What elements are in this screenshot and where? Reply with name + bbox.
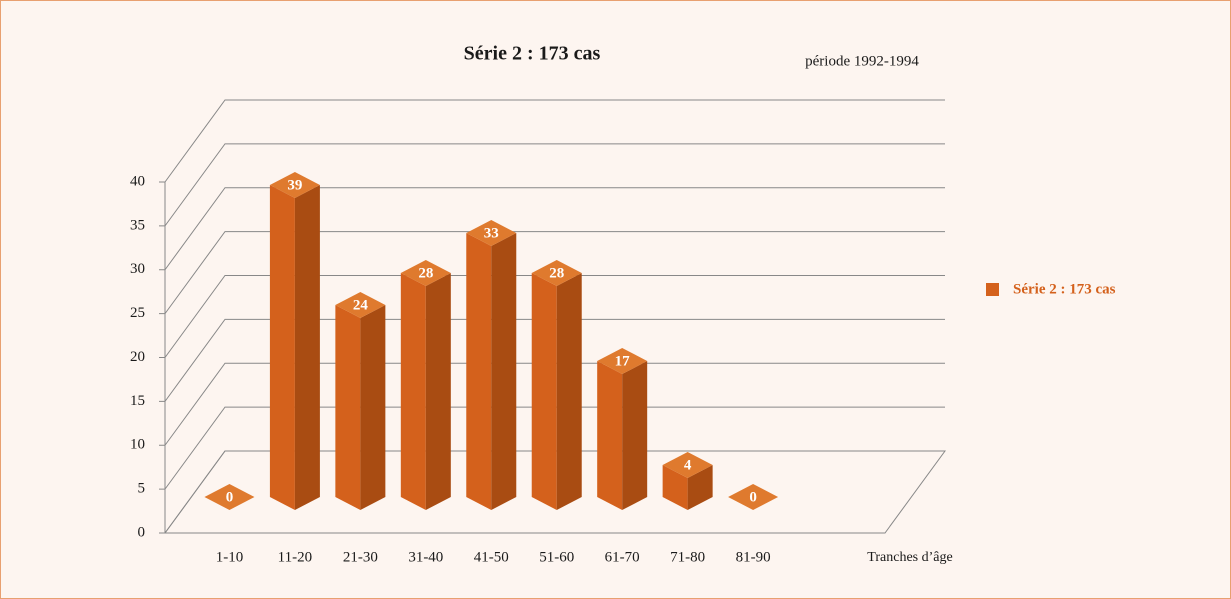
bar-top bbox=[466, 220, 517, 246]
bar-right-face bbox=[425, 273, 451, 510]
bar bbox=[531, 260, 582, 510]
x-tick-label: 41-50 bbox=[474, 549, 509, 565]
grid-line bbox=[164, 187, 945, 271]
grid-line bbox=[164, 318, 945, 402]
x-tick-label: 11-20 bbox=[278, 549, 312, 565]
data-label: 0 bbox=[226, 489, 234, 505]
bar-top bbox=[400, 260, 451, 286]
legend-swatch bbox=[986, 283, 999, 296]
bar-right-face bbox=[622, 361, 648, 510]
y-tick-label: 15 bbox=[130, 393, 145, 409]
data-label: 28 bbox=[418, 265, 433, 281]
bar bbox=[335, 292, 386, 510]
data-label: 24 bbox=[353, 297, 369, 313]
x-tick-label: 61-70 bbox=[605, 549, 640, 565]
x-axis-label: Tranches d’âge bbox=[867, 550, 952, 565]
y-tick-label: 40 bbox=[130, 173, 145, 189]
bar-top bbox=[662, 452, 713, 478]
x-tick-label: 51-60 bbox=[539, 549, 574, 565]
bar-top bbox=[531, 260, 582, 286]
y-tick-label: 5 bbox=[138, 481, 146, 497]
grid-line bbox=[164, 275, 945, 358]
x-tick-label: 71-80 bbox=[670, 549, 705, 565]
legend-label: Série 2 : 173 cas bbox=[1013, 281, 1116, 297]
y-tick-label: 10 bbox=[130, 437, 145, 453]
x-tick-label: 21-30 bbox=[343, 549, 378, 565]
y-tick-label: 35 bbox=[130, 217, 145, 233]
grid-line bbox=[164, 99, 945, 183]
data-label: 28 bbox=[549, 265, 564, 281]
bar-top bbox=[335, 292, 386, 318]
bar-left-face bbox=[335, 305, 361, 510]
bar-right-face bbox=[687, 465, 713, 510]
grid-line bbox=[164, 362, 945, 446]
bar-top bbox=[728, 484, 779, 510]
x-tick-label: 1-10 bbox=[216, 549, 244, 565]
chart-title: Série 2 : 173 cas bbox=[464, 43, 601, 65]
bar bbox=[728, 484, 779, 510]
y-tick-label: 20 bbox=[130, 349, 145, 365]
bar-left-face bbox=[400, 273, 426, 510]
bar bbox=[662, 452, 713, 510]
bar-top bbox=[269, 172, 320, 198]
bar-left-face bbox=[531, 273, 557, 510]
bar-right-face bbox=[491, 233, 517, 510]
bar bbox=[204, 484, 255, 510]
bar-left-face bbox=[662, 465, 688, 510]
chart-subtitle: période 1992-1994 bbox=[805, 53, 919, 69]
data-label: 4 bbox=[684, 457, 692, 473]
bar bbox=[597, 348, 648, 510]
data-label: 33 bbox=[484, 225, 499, 241]
grid-line bbox=[164, 143, 945, 227]
bar-top bbox=[204, 484, 255, 510]
grid-line bbox=[164, 231, 945, 314]
bar-right-face bbox=[556, 273, 582, 510]
x-tick-label: 81-90 bbox=[736, 549, 771, 565]
y-tick-label: 0 bbox=[138, 524, 146, 540]
bar-left-face bbox=[597, 361, 623, 510]
y-tick-label: 30 bbox=[130, 261, 145, 277]
bar bbox=[269, 172, 320, 510]
x-tick-label: 31-40 bbox=[408, 549, 443, 565]
data-label: 39 bbox=[287, 177, 302, 193]
bar-right-face bbox=[294, 185, 320, 510]
bar-right-face bbox=[360, 305, 386, 510]
y-tick-label: 25 bbox=[130, 305, 145, 321]
bar-top bbox=[597, 348, 648, 374]
data-label: 0 bbox=[749, 489, 757, 505]
bar-left-face bbox=[269, 185, 295, 510]
bar bbox=[466, 220, 517, 510]
bar-left-face bbox=[466, 233, 492, 510]
data-label: 17 bbox=[615, 353, 631, 369]
grid-line bbox=[164, 450, 945, 534]
grid-line bbox=[164, 406, 945, 490]
bar bbox=[400, 260, 451, 510]
